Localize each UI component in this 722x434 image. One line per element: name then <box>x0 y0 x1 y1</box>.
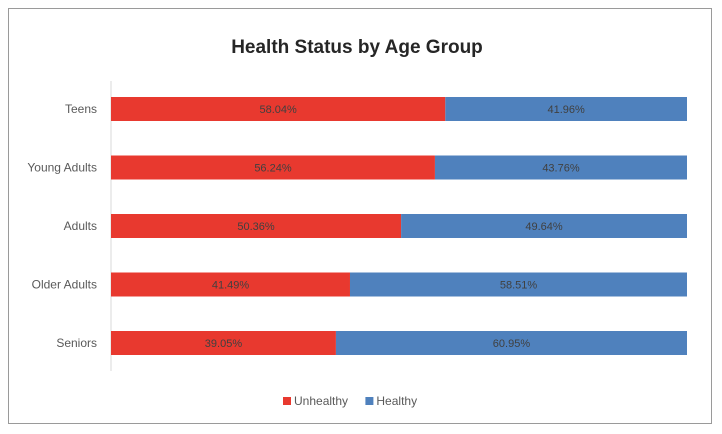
data-label-healthy-older-adults: 58.51% <box>500 280 538 292</box>
bar-healthy-seniors <box>335 331 687 355</box>
stacked-bar-chart: Health Status by Age Group Teens 58.04% 41… <box>27 37 687 408</box>
data-label-unhealthy-adults: 50.36% <box>237 221 275 233</box>
bar-healthy-older-adults <box>349 272 687 297</box>
legend-swatch-unhealthy <box>283 397 291 405</box>
bar-unhealthy-seniors <box>111 331 336 355</box>
category-label-adults: Adults <box>64 219 97 233</box>
bar-healthy-young-adults <box>434 155 687 180</box>
data-label-healthy-teens: 41.96% <box>547 104 585 116</box>
bar-healthy-adults <box>401 214 687 238</box>
bars-layer: Teens 58.04% 41.96% Young Adults 56.24% 43.76… <box>27 97 687 355</box>
data-label-unhealthy-teens: 58.04% <box>259 104 297 116</box>
category-label-young-adults: Young Adults <box>27 161 97 175</box>
bar-healthy-teens <box>445 97 687 121</box>
data-label-unhealthy-seniors: 39.05% <box>205 338 243 350</box>
chart-frame: Health Status by Age Group Teens 58.04% 41… <box>8 8 712 424</box>
legend-label-unhealthy: Unhealthy <box>294 394 348 408</box>
chart-title: Health Status by Age Group <box>231 37 483 58</box>
legend-swatch-healthy <box>365 397 374 405</box>
data-label-healthy-young-adults: 43.76% <box>542 163 580 175</box>
bar-unhealthy-adults <box>111 214 402 238</box>
category-label-seniors: Seniors <box>56 336 97 350</box>
bar-unhealthy-teens <box>111 97 446 121</box>
legend: Unhealthy Healthy <box>283 394 417 408</box>
bar-unhealthy-older-adults <box>111 272 350 297</box>
data-label-unhealthy-older-adults: 41.49% <box>212 280 250 292</box>
legend-label-healthy: Healthy <box>376 394 417 408</box>
category-label-teens: Teens <box>65 102 97 116</box>
category-label-older-adults: Older Adults <box>32 278 97 292</box>
data-label-healthy-adults: 49.64% <box>525 221 563 233</box>
bar-unhealthy-young-adults <box>111 155 435 180</box>
data-label-healthy-seniors: 60.95% <box>493 338 531 350</box>
data-label-unhealthy-young-adults: 56.24% <box>254 163 292 175</box>
